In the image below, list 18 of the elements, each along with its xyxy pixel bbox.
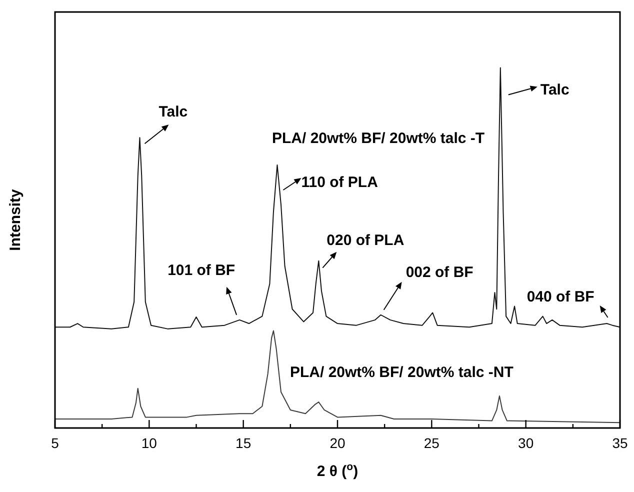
x-tick-label: 20 [330, 435, 346, 451]
annotation: Talc [540, 82, 570, 99]
annotation: 110 of PLA [301, 174, 378, 192]
annotation: 101 of BF [168, 262, 236, 279]
x-tick-label: 15 [236, 435, 252, 451]
series-label: PLA/ 20wt% BF/ 20wt% talc -NT [290, 364, 514, 381]
x-tick-label: 35 [612, 435, 628, 451]
x-tick-label: 25 [424, 435, 440, 451]
x-tick-label: 5 [51, 435, 60, 451]
x-axis-title: 2 θ ($^{o}$) [316, 461, 358, 480]
annotation: Talc [158, 104, 188, 121]
series-label: PLA/ 20wt% BF/ 20wt% talc -T [272, 130, 485, 147]
x-tick-label: 30 [518, 435, 534, 451]
annotation: 020 of PLA [326, 232, 404, 249]
y-axis-title: Intensity [7, 188, 24, 251]
annotation: 002 of BF [406, 264, 474, 281]
annotation: 040 of BF [526, 288, 594, 306]
x-tick-label: 10 [141, 435, 158, 451]
